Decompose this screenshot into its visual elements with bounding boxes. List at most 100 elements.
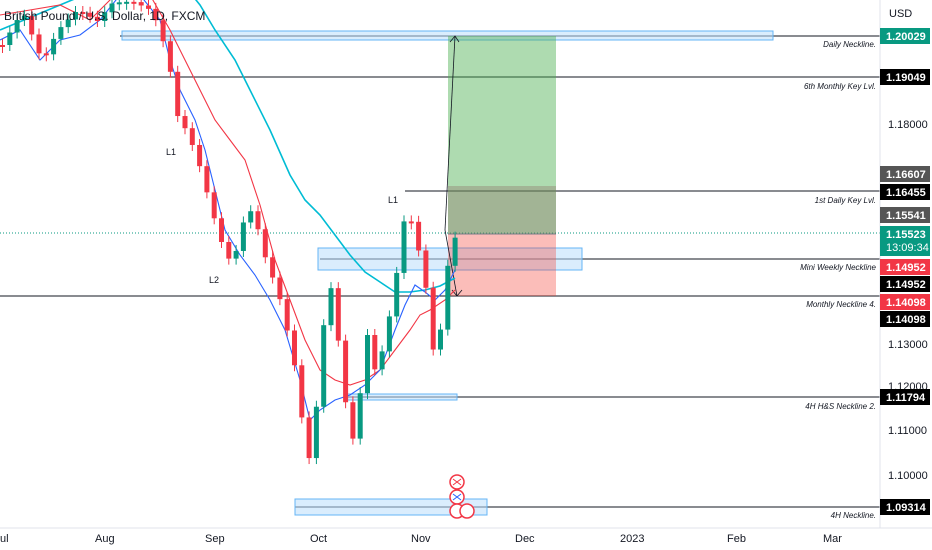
path-arrow: [444, 35, 456, 231]
price-badges: 1.20029 1.19049 1.16607 1.16455 1.15541 …: [880, 28, 930, 515]
svg-text:1.11794: 1.11794: [886, 392, 926, 404]
candle-body: [401, 221, 407, 273]
candle-body: [29, 15, 35, 35]
level-labels: Daily Neckline. 6th Monthly Key Lvl. 1st…: [800, 40, 876, 520]
candle-body: [160, 20, 166, 42]
moving-averages: [0, 0, 456, 422]
currency-label[interactable]: USD: [889, 8, 913, 20]
svg-text:1.09314: 1.09314: [886, 502, 927, 514]
candle-body: [233, 250, 239, 259]
price-tick: 1.13000: [888, 339, 928, 351]
arrow-head: [449, 35, 460, 43]
level-label-monthly-neckline: Monthly Neckline 4.: [806, 300, 876, 309]
candle-body: [386, 316, 392, 352]
long-position-tool[interactable]: [444, 35, 556, 297]
time-tick: 2023: [620, 533, 644, 545]
horizontal-lines: [0, 35, 880, 508]
candle-body: [394, 272, 400, 317]
candle-body: [146, 5, 151, 9]
time-tick: Mar: [823, 533, 842, 545]
candle-body: [292, 330, 297, 366]
time-tick: Dec: [515, 533, 535, 545]
svg-text:1.15541: 1.15541: [886, 210, 926, 222]
candle-body: [226, 241, 232, 259]
candle-body: [21, 15, 27, 21]
candle-body: [299, 365, 305, 418]
candle-body: [153, 8, 159, 21]
candle-body: [80, 12, 86, 15]
svg-text:1.20029: 1.20029: [886, 31, 926, 43]
candle-body: [197, 144, 203, 167]
badge-tp-price: [880, 166, 930, 182]
badge-sl-red: [880, 259, 930, 275]
candle-body: [211, 192, 217, 219]
svg-text:1.16607: 1.16607: [886, 169, 926, 181]
candle-body: [219, 218, 224, 242]
level-label-h4-hs: 4H H&S Neckline 2.: [805, 402, 876, 411]
svg-text:1.14098: 1.14098: [886, 297, 926, 309]
badge-mini-weekly: [880, 276, 930, 292]
candle-body: [277, 277, 283, 300]
level-label-monthly-key: 6th Monthly Key Lvl.: [804, 82, 876, 91]
event-flag-icon: [459, 503, 475, 519]
profit-zone: [448, 36, 556, 234]
candle-body: [240, 222, 246, 251]
candle-body: [87, 12, 93, 17]
candle-body: [138, 2, 144, 6]
candle-body: [36, 34, 42, 54]
path-arrow-2: [444, 229, 458, 297]
candle-body: [350, 402, 356, 439]
candle-body: [372, 335, 378, 370]
svg-text:1.14952: 1.14952: [886, 262, 926, 274]
candle-body: [284, 299, 290, 331]
candle-body: [408, 221, 414, 224]
candle-body: [182, 116, 188, 129]
ema-fast: [0, 0, 456, 422]
event-icons[interactable]: [449, 474, 475, 519]
candle-body: [416, 221, 422, 251]
badge-daily-neckline: [880, 28, 930, 44]
badge-daily-key: [880, 184, 930, 200]
svg-text:1.14098: 1.14098: [886, 314, 926, 326]
daily-neckline-zone: [121, 30, 774, 41]
candle-body: [343, 340, 349, 403]
symbol-title[interactable]: British Pound / U.S. Dollar, 1D, FXCM: [4, 9, 206, 23]
candle-body: [58, 27, 64, 39]
candle-body: [328, 288, 334, 326]
candle-body: [116, 2, 122, 5]
ema-red: [0, 0, 456, 386]
svg-text:13:09:34: 13:09:34: [886, 242, 929, 254]
candle-body: [365, 335, 370, 394]
candle-body: [335, 288, 341, 341]
badge-last-price: [880, 226, 930, 256]
ema-slow: [0, 0, 456, 293]
candle-body: [379, 351, 385, 370]
candle-body: [438, 329, 443, 350]
candlesticks: [0, 0, 458, 465]
price-tick: 1.11000: [888, 425, 927, 437]
time-tick: Nov: [411, 533, 431, 545]
candle-body: [430, 287, 436, 350]
candle-body: [255, 211, 261, 230]
level-label-daily-key: 1st Daily Key Lvl.: [815, 196, 876, 205]
candle-body: [248, 211, 254, 223]
badge-h4-neckline: [880, 499, 930, 515]
candle-body: [7, 32, 13, 45]
candle-body: [102, 12, 108, 21]
candle-body: [167, 41, 173, 72]
loss-zone: [448, 234, 556, 296]
candle-body: [270, 257, 276, 278]
level-label-h4-neckline: 4H Neckline.: [831, 511, 876, 520]
marker-l2: L2: [209, 275, 219, 285]
candle-body: [124, 1, 130, 4]
svg-text:1.15523: 1.15523: [886, 229, 926, 241]
time-axis[interactable]: ul Aug Sep Oct Nov Dec 2023 Feb Mar: [0, 527, 932, 545]
marker-l1-left: L1: [166, 147, 176, 157]
time-tick: Aug: [95, 533, 115, 545]
level-label-mini-weekly: Mini Weekly Neckline: [800, 263, 876, 272]
time-tick: Feb: [727, 533, 746, 545]
badge-entry-price: [880, 207, 930, 223]
time-tick: Sep: [205, 533, 225, 545]
candle-body: [65, 19, 71, 28]
